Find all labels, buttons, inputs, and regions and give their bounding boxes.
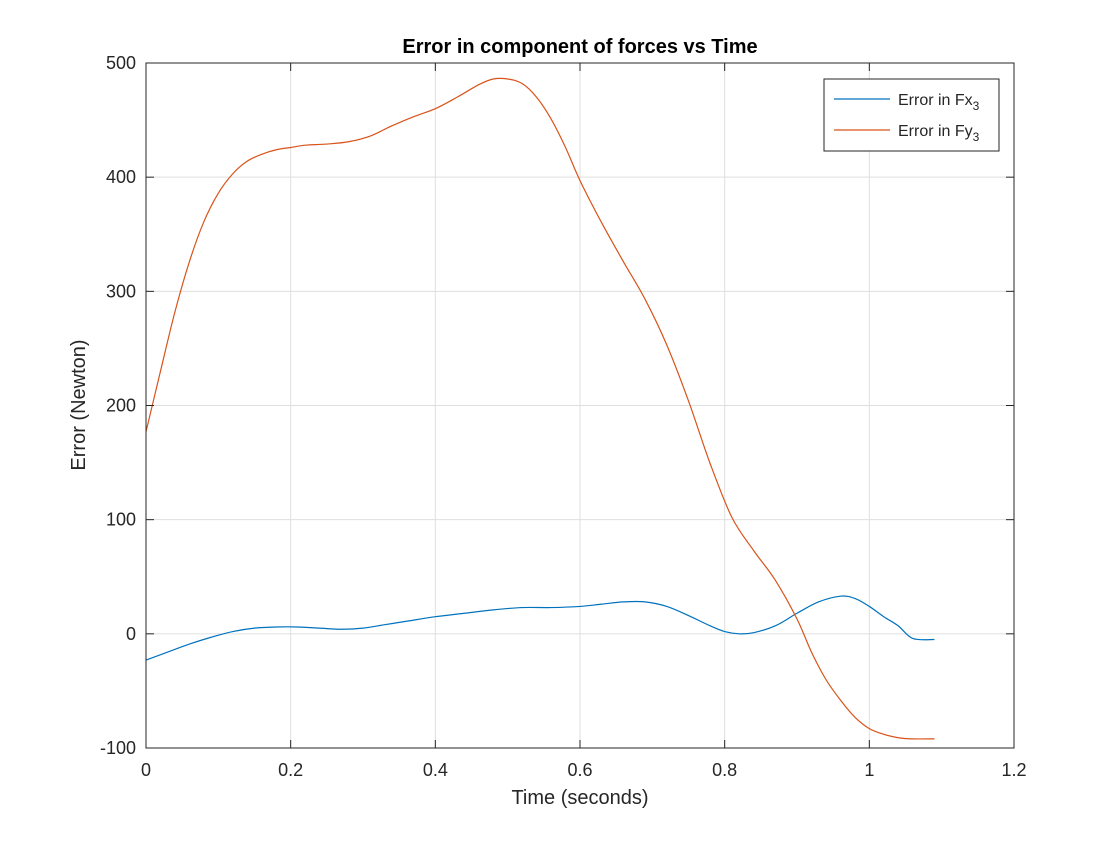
legend-label-subscript: 3: [973, 130, 980, 144]
legend-label-text: Error in Fy: [898, 123, 973, 140]
x-tick-label: 0.4: [423, 760, 448, 780]
x-tick-label: 0: [141, 760, 151, 780]
grid: [146, 63, 1014, 748]
series-layer: [145, 77, 935, 740]
y-tick-label: 100: [106, 510, 136, 530]
x-tick-label: 1: [864, 760, 874, 780]
y-tick-label: 200: [106, 396, 136, 416]
y-tick-label: -100: [100, 738, 136, 758]
y-axis-label: Error (Newton): [68, 339, 90, 470]
y-tick-label: 0: [126, 624, 136, 644]
legend-box: [823, 78, 1000, 152]
x-tick-label: 0.6: [567, 760, 592, 780]
legend-label-subscript: 3: [973, 99, 980, 113]
x-tick-label: 0.2: [278, 760, 303, 780]
series-line-2: [145, 77, 935, 740]
y-tick-label: 400: [106, 167, 136, 187]
legend-label-1: Error in Fx3: [898, 92, 980, 113]
y-tick-label: 300: [106, 281, 136, 301]
x-tick-label: 0.8: [712, 760, 737, 780]
legend-label-text: Error in Fx: [898, 92, 973, 109]
y-tick-label: 500: [106, 53, 136, 73]
x-axis-label: Time (seconds): [511, 787, 648, 809]
series-line-1: [145, 595, 935, 661]
chart-title: Error in component of forces vs Time: [402, 36, 757, 58]
x-tick-label: 1.2: [1001, 760, 1026, 780]
legend-label-2: Error in Fy3: [898, 123, 980, 144]
